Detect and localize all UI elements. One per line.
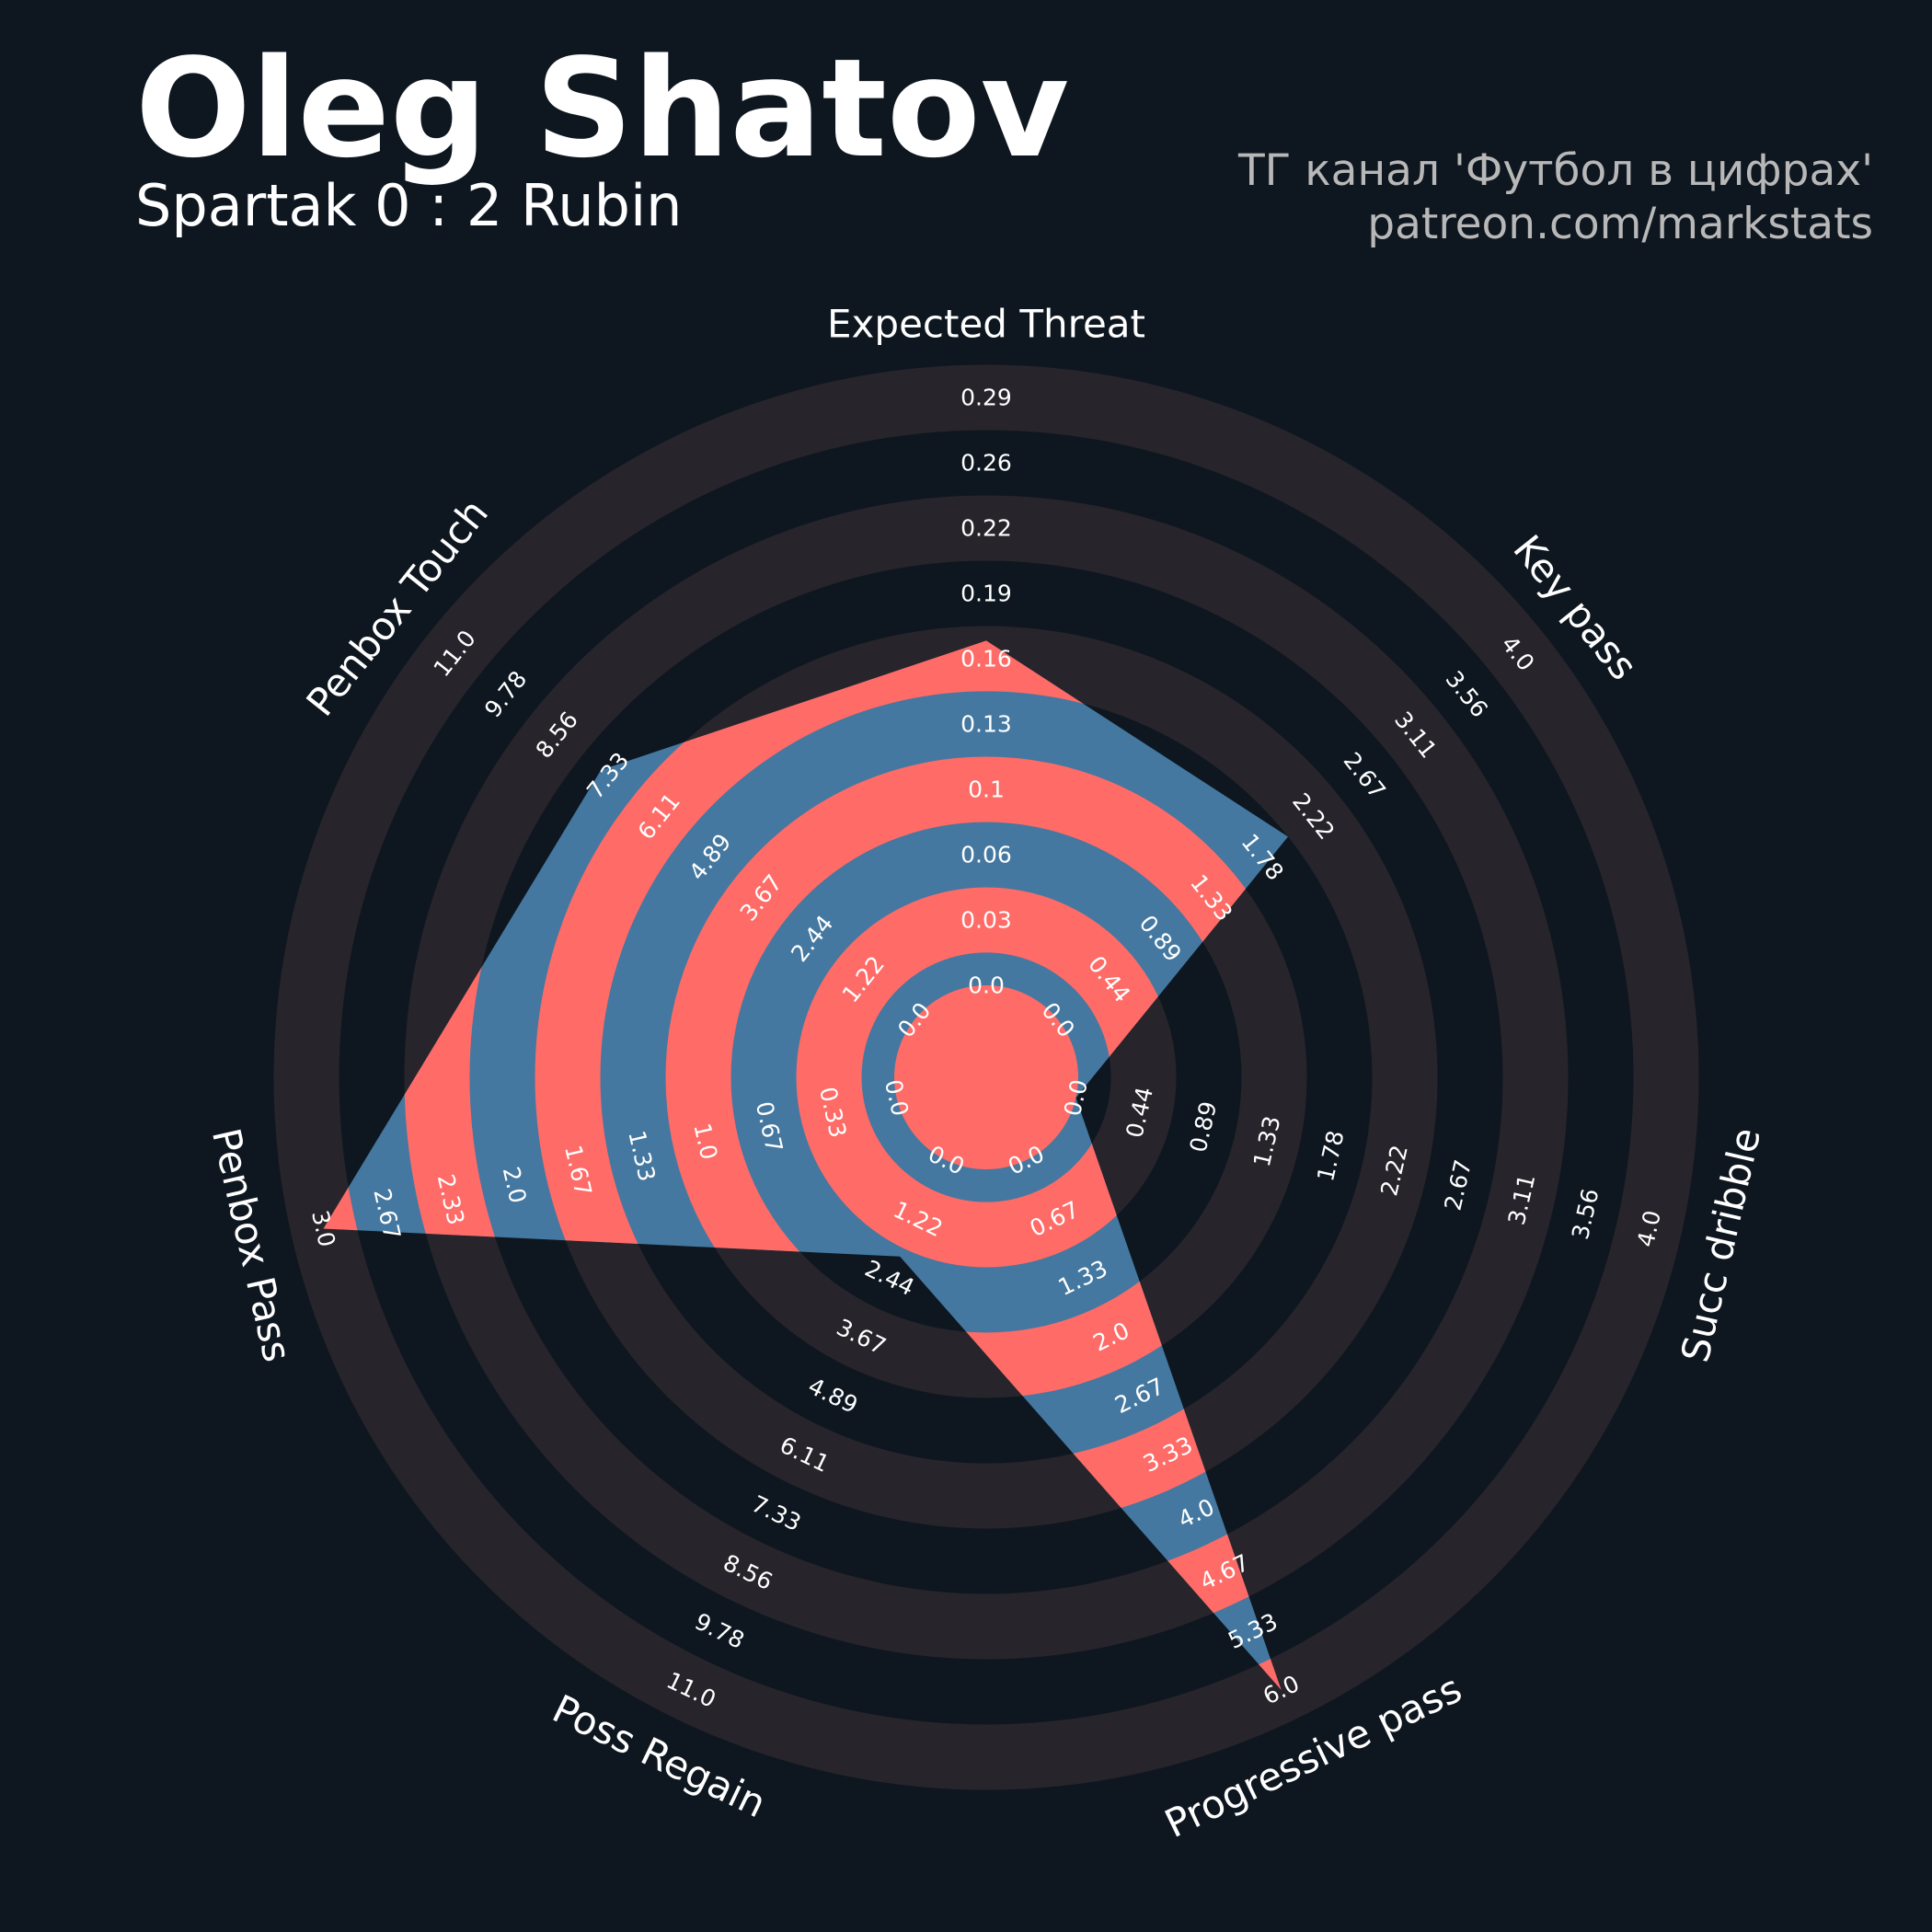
tick-label: 3.56 <box>1441 666 1493 723</box>
param-label: Expected Threat <box>827 302 1145 347</box>
match-subtitle: Spartak 0 : 2 Rubin <box>135 172 683 239</box>
tick-label: 4.89 <box>804 1373 862 1419</box>
player-fill-centre <box>894 985 1078 1169</box>
tick-label: 0.13 <box>960 711 1012 738</box>
tick-label: 0.0 <box>968 972 1005 999</box>
tick-label: 0.16 <box>960 646 1012 673</box>
player-band-0 <box>796 887 1177 1268</box>
tick-label: 0.06 <box>960 842 1012 868</box>
tick-label: 0.22 <box>960 515 1012 542</box>
tick-label: 2.67 <box>1339 747 1391 804</box>
page-title: Oleg Shatov <box>135 29 1070 188</box>
tick-label: 0.89 <box>1185 1098 1223 1155</box>
tick-label: 0.19 <box>960 581 1012 607</box>
tick-label: 9.78 <box>479 666 532 723</box>
credit-channel: ТГ канал 'Футбол в цифрах' <box>1237 145 1873 196</box>
tick-label: 9.78 <box>691 1608 749 1654</box>
tick-label: 3.56 <box>1567 1186 1604 1242</box>
tick-label: 1.78 <box>1312 1128 1350 1184</box>
tick-label: 0.26 <box>960 450 1012 477</box>
tick-label: 7.33 <box>747 1490 805 1536</box>
tick-label: 0.1 <box>968 776 1005 803</box>
tick-label: 2.67 <box>1439 1157 1477 1213</box>
player-shape <box>323 640 1288 1690</box>
tick-label: 0.29 <box>960 385 1012 411</box>
tick-label: 0.03 <box>960 907 1012 934</box>
credit-patreon: patreon.com/markstats <box>1367 199 1873 249</box>
